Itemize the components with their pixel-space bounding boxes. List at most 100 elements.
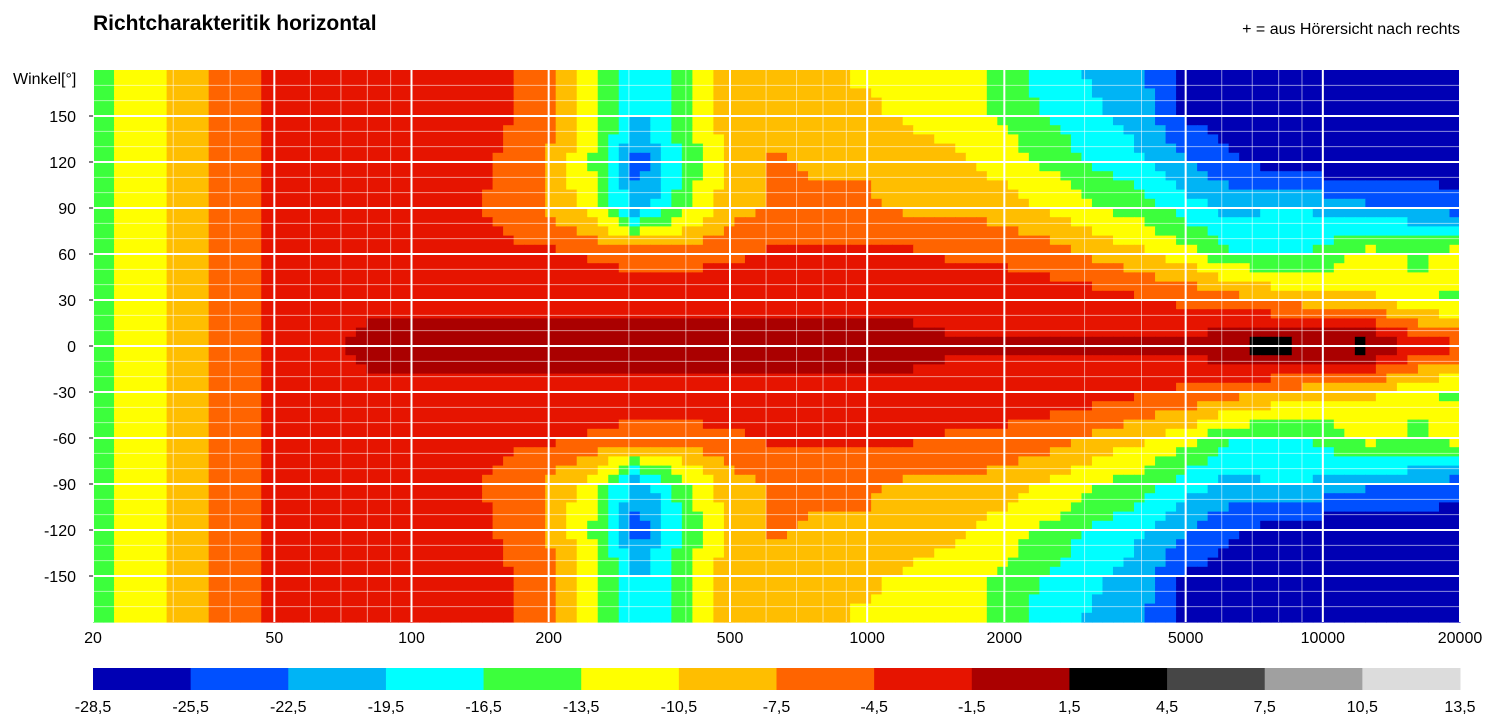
heatmap-cell [1365, 134, 1377, 145]
heatmap-cell [681, 79, 693, 89]
heatmap-cell [418, 327, 431, 338]
heatmap-cell [1333, 382, 1345, 393]
heatmap-cell [1123, 106, 1135, 117]
heatmap-cell [1134, 244, 1146, 255]
heatmap-cell [1165, 180, 1177, 191]
heatmap-cell [1207, 327, 1219, 338]
heatmap-cell [1249, 281, 1261, 292]
heatmap-cell [1417, 116, 1430, 126]
heatmap-cell [587, 336, 599, 347]
heatmap-cell [292, 106, 304, 117]
heatmap-cell [639, 392, 651, 402]
heatmap-cell [829, 152, 841, 163]
heatmap-cell [892, 198, 904, 209]
heatmap-cell [440, 318, 452, 329]
heatmap-cell [187, 70, 199, 80]
heatmap-cell [1260, 235, 1272, 246]
heatmap-cell [1407, 392, 1419, 402]
heatmap-cell [261, 300, 273, 310]
heatmap-cell [1070, 281, 1083, 292]
heatmap-cell [1049, 116, 1062, 126]
heatmap-cell [282, 419, 294, 430]
heatmap-cell [1375, 336, 1387, 347]
heatmap-cell [408, 419, 420, 430]
heatmap-cell [765, 300, 778, 310]
heatmap-cell [1239, 309, 1251, 319]
heatmap-cell [1354, 79, 1366, 89]
heatmap-cell [1375, 392, 1387, 402]
heatmap-cell [776, 346, 788, 356]
heatmap-cell [618, 79, 630, 89]
heatmap-cell [1354, 208, 1366, 218]
heatmap-cell [597, 106, 609, 117]
heatmap-cell [229, 116, 241, 126]
heatmap-cell [1049, 162, 1062, 172]
heatmap-cell [1123, 373, 1135, 384]
heatmap-cell [1039, 309, 1051, 319]
heatmap-cell [1102, 70, 1114, 80]
heatmap-cell [334, 235, 346, 246]
heatmap-cell [114, 309, 126, 319]
heatmap-cell [1144, 300, 1156, 310]
heatmap-cell [797, 392, 809, 402]
heatmap-cell [1354, 373, 1366, 384]
heatmap-cell [618, 382, 630, 393]
heatmap-cell [1417, 254, 1430, 264]
heatmap-cell [271, 281, 283, 292]
heatmap-cell [839, 143, 851, 154]
heatmap-cell [681, 116, 693, 126]
heatmap-cell [671, 327, 683, 338]
heatmap-cell [1102, 355, 1114, 365]
heatmap-cell [1249, 116, 1261, 126]
heatmap-cell [408, 336, 420, 347]
heatmap-cell [639, 143, 651, 154]
heatmap-cell [1239, 318, 1251, 329]
heatmap-cell [103, 272, 115, 283]
heatmap-cell [1249, 382, 1261, 393]
heatmap-cell [282, 152, 294, 163]
heatmap-cell [229, 97, 241, 108]
heatmap-cell [208, 134, 220, 145]
heatmap-cell [787, 189, 799, 200]
heatmap-cell [355, 106, 367, 117]
heatmap-cell [566, 97, 578, 108]
heatmap-cell [797, 281, 809, 292]
heatmap-cell [1228, 189, 1240, 200]
heatmap-cell [440, 419, 452, 430]
heatmap-cell [1028, 318, 1040, 329]
heatmap-cell [923, 180, 935, 191]
heatmap-cell [1112, 254, 1125, 264]
heatmap-cell [450, 171, 462, 181]
heatmap-cell [1144, 254, 1156, 264]
heatmap-cell [1291, 309, 1303, 319]
heatmap-cell [1123, 309, 1135, 319]
heatmap-cell [1417, 382, 1430, 393]
heatmap-cell [345, 143, 357, 154]
heatmap-cell [734, 401, 746, 411]
heatmap-cell [1091, 392, 1104, 402]
heatmap-cell [324, 309, 336, 319]
heatmap-cell [639, 272, 651, 283]
heatmap-cell [1134, 309, 1146, 319]
heatmap-cell [1018, 263, 1030, 273]
heatmap-cell [366, 382, 378, 393]
heatmap-cell [1312, 281, 1324, 292]
heatmap-cell [1165, 116, 1177, 126]
heatmap-cell [797, 226, 809, 237]
heatmap-cell [1039, 106, 1051, 117]
heatmap-cell [660, 373, 672, 384]
heatmap-cell [808, 272, 820, 283]
heatmap-cell [397, 198, 410, 209]
heatmap-cell [103, 263, 115, 273]
heatmap-cell [576, 382, 588, 393]
heatmap-cell [965, 410, 977, 421]
heatmap-cell [1081, 88, 1093, 99]
heatmap-cell [1354, 226, 1366, 237]
heatmap-cell [492, 70, 504, 80]
heatmap-cell [492, 152, 504, 163]
heatmap-cell [513, 382, 525, 393]
heatmap-cell [503, 355, 515, 365]
heatmap-cell [1070, 272, 1083, 283]
heatmap-cell [787, 346, 799, 356]
heatmap-cell [376, 171, 389, 181]
